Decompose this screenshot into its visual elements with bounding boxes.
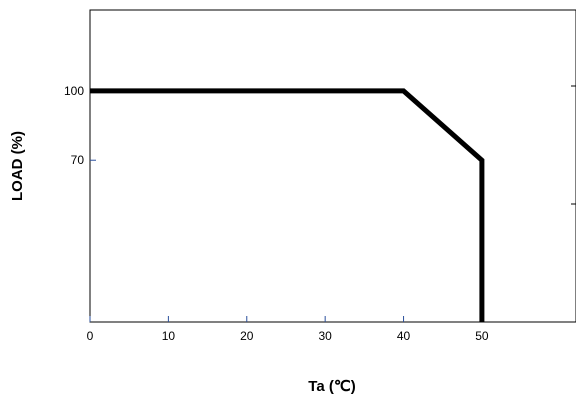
x-axis-ticks: 0 10 20 30 40 50	[87, 316, 489, 343]
x-tick-label: 30	[318, 329, 332, 343]
x-tick-label: 20	[240, 329, 254, 343]
x-tick-label: 50	[475, 329, 489, 343]
x-tick-label: 0	[87, 329, 94, 343]
x-tick-label: 40	[397, 329, 411, 343]
series-group	[90, 88, 485, 322]
derating-line	[90, 88, 485, 322]
y-axis-title: LOAD (%)	[9, 131, 26, 201]
plot-frame	[89, 9, 576, 323]
x-tick-label: 10	[162, 329, 176, 343]
x-axis-title: Ta (℃)	[308, 378, 355, 395]
y-tick-label: 100	[64, 84, 84, 98]
y-tick-label: 70	[71, 153, 85, 167]
y-axis-ticks: 70 100	[64, 84, 96, 167]
